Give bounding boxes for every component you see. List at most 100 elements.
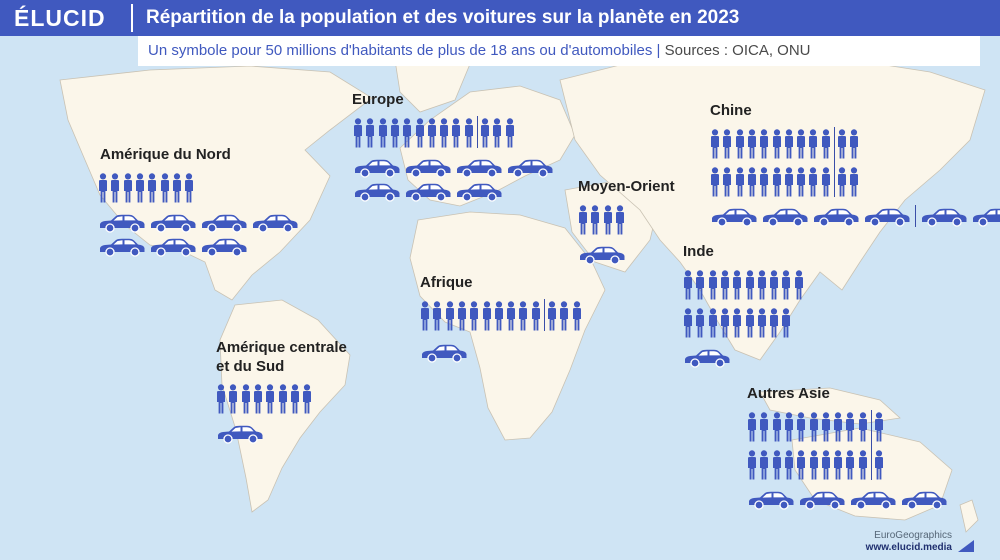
footer-site[interactable]: www.elucid.media <box>865 542 952 553</box>
car-icon <box>457 183 502 202</box>
region-label: Chine <box>710 101 752 120</box>
person-icon <box>135 173 144 203</box>
person-icon <box>433 301 442 331</box>
person-icon <box>378 118 387 148</box>
person-icon <box>770 270 779 300</box>
person-icon <box>172 173 181 203</box>
person-icon <box>696 308 705 338</box>
person-icon <box>772 412 781 442</box>
person-icon <box>684 308 692 338</box>
person-icon <box>720 270 729 300</box>
person-icon <box>723 129 732 159</box>
car-icon <box>151 238 196 257</box>
car-icon <box>253 214 298 233</box>
person-icon <box>290 384 299 414</box>
group-of-ten-divider <box>915 205 916 227</box>
car-icon <box>851 491 896 510</box>
person-icon <box>838 129 846 159</box>
person-icon <box>481 118 489 148</box>
subtitle-text: Un symbole pour 50 millions d'habitants … <box>148 42 653 59</box>
person-icon <box>733 270 742 300</box>
person-icon <box>457 301 466 331</box>
person-icon <box>809 167 818 197</box>
person-icon <box>809 450 818 480</box>
person-icon <box>838 167 846 197</box>
car-icon <box>100 214 145 233</box>
person-icon <box>415 118 424 148</box>
person-icon <box>850 167 859 197</box>
person-icon <box>421 301 429 331</box>
subtitle-separator: | <box>656 42 665 59</box>
car-icon <box>973 208 1000 227</box>
person-icon <box>747 129 756 159</box>
subtitle: Un symbole pour 50 millions d'habitants … <box>148 42 811 59</box>
region-label-line: Afrique <box>420 274 473 291</box>
person-icon <box>821 450 830 480</box>
person-icon <box>708 308 717 338</box>
region-label: Moyen-Orient <box>578 177 675 196</box>
person-icon <box>266 384 275 414</box>
elucid-mark-icon <box>958 540 974 552</box>
person-icon <box>708 270 717 300</box>
car-icon <box>800 491 845 510</box>
person-icon <box>711 167 719 197</box>
person-icon <box>760 129 769 159</box>
person-icon <box>366 118 375 148</box>
person-icon <box>217 384 225 414</box>
person-icon <box>615 205 624 235</box>
person-icon <box>794 270 803 300</box>
region-label-line: Amérique du Nord <box>100 146 231 163</box>
car-icon <box>218 425 263 444</box>
person-icon <box>784 450 793 480</box>
person-icon <box>821 167 830 197</box>
group-of-ten-divider <box>833 127 835 197</box>
group-of-ten-divider <box>476 116 478 148</box>
person-icon <box>797 129 806 159</box>
person-icon <box>735 167 744 197</box>
person-icon <box>735 129 744 159</box>
person-icon <box>684 270 692 300</box>
asia-landmass <box>559 53 986 361</box>
region-label: Amérique du Nord <box>100 145 231 164</box>
person-icon <box>123 173 132 203</box>
person-icon <box>747 167 756 197</box>
car-icon <box>457 159 502 178</box>
car-icon <box>100 238 145 257</box>
person-icon <box>148 173 157 203</box>
person-icon <box>723 167 732 197</box>
person-icon <box>858 412 867 442</box>
person-icon <box>782 270 791 300</box>
car-icon <box>355 183 400 202</box>
person-icon <box>834 412 843 442</box>
person-icon <box>229 384 238 414</box>
person-icon <box>797 167 806 197</box>
subtitle-bar: Un symbole pour 50 millions d'habitants … <box>138 36 980 66</box>
person-icon <box>834 450 843 480</box>
car-icon <box>202 214 247 233</box>
person-icon <box>696 270 705 300</box>
group-of-ten-divider <box>870 410 872 480</box>
region-label: Autres Asie <box>747 384 830 403</box>
brand-logo[interactable]: ÉLUCID <box>14 5 106 31</box>
car-icon <box>763 208 808 227</box>
person-icon <box>354 118 362 148</box>
region-label-line: Autres Asie <box>747 385 830 402</box>
person-icon <box>440 118 449 148</box>
person-icon <box>782 308 791 338</box>
group-of-ten-divider <box>543 299 545 331</box>
person-icon <box>748 412 756 442</box>
car-icon <box>685 349 730 368</box>
south-america-landmass <box>219 299 351 513</box>
person-icon <box>784 412 793 442</box>
person-icon <box>846 412 855 442</box>
person-icon <box>531 301 540 331</box>
person-icon <box>482 301 491 331</box>
person-icon <box>850 129 859 159</box>
person-icon <box>770 308 779 338</box>
person-icon <box>160 173 169 203</box>
car-icon <box>406 159 451 178</box>
car-icon <box>355 159 400 178</box>
person-icon <box>403 118 412 148</box>
person-icon <box>772 129 781 159</box>
footer: EuroGeographics www.elucid.media <box>866 530 952 554</box>
